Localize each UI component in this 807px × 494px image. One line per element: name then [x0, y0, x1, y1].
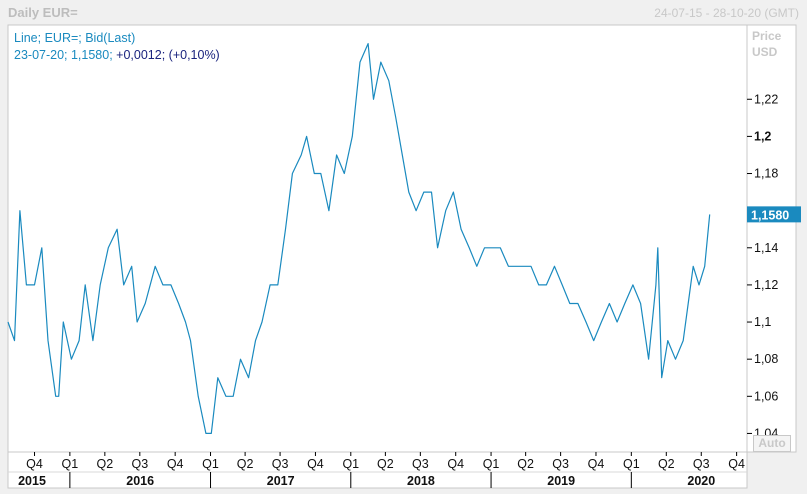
x-quarter-label: Q3 [412, 457, 429, 471]
x-quarter-label: Q2 [517, 457, 534, 471]
x-quarter-label: Q4 [307, 457, 324, 471]
last-value-marker [747, 206, 801, 223]
x-year-label: 2020 [687, 474, 715, 488]
x-quarter-label: Q2 [237, 457, 254, 471]
y-axis-panel [746, 24, 797, 453]
chart-header: Daily EUR= 24-07-15 - 28-10-20 (GMT) [0, 0, 807, 24]
x-quarter-label: Q4 [447, 457, 464, 471]
y-tick-label: 1,1 [754, 315, 771, 329]
x-year-label: 2019 [547, 474, 575, 488]
x-quarter-label: Q3 [693, 457, 710, 471]
x-quarter-label: Q2 [377, 457, 394, 471]
x-quarter-label: Q2 [96, 457, 113, 471]
chart-legend: Line; EUR=; Bid(Last) 23-07-20; 1,1580; … [14, 30, 220, 64]
x-quarter-label: Q1 [342, 457, 359, 471]
x-year-label: 2018 [407, 474, 435, 488]
x-quarter-label: Q3 [131, 457, 148, 471]
y-tick-label: 1,22 [754, 92, 778, 106]
x-year-label: 2015 [18, 474, 46, 488]
y-tick-label: 1,12 [754, 278, 778, 292]
plot-area [7, 24, 748, 453]
legend-change: +0,0012; (+0,10%) [116, 48, 220, 62]
y-axis-currency-label: USD [752, 45, 778, 59]
x-quarter-label: Q1 [202, 457, 219, 471]
price-series-line [7, 42, 711, 434]
x-axis-panel [7, 451, 748, 489]
x-quarter-label: Q4 [26, 457, 43, 471]
y-tick-label: 1,08 [754, 352, 778, 366]
x-year-label: 2017 [267, 474, 295, 488]
auto-scale-button[interactable]: Auto [753, 435, 791, 452]
y-tick-label: 1,2 [754, 129, 771, 143]
x-quarter-label: Q1 [623, 457, 640, 471]
x-quarter-label: Q4 [728, 457, 745, 471]
x-quarter-label: Q2 [658, 457, 675, 471]
y-tick-label: 1,06 [754, 389, 778, 403]
legend-date-price: 23-07-20; 1,1580; [14, 48, 117, 62]
legend-last-value: 23-07-20; 1,1580; +0,0012; (+0,10%) [14, 47, 220, 64]
legend-series-info: Line; EUR=; Bid(Last) [14, 31, 136, 45]
last-value-label: 1,1580 [751, 208, 789, 222]
x-quarter-label: Q4 [588, 457, 605, 471]
y-axis-price-label: Price [752, 29, 782, 43]
y-tick-label: 1,18 [754, 167, 778, 181]
date-range: 24-07-15 - 28-10-20 (GMT) [654, 6, 799, 20]
x-quarter-label: Q3 [272, 457, 289, 471]
y-axis-unit: Price USD [752, 28, 781, 60]
x-year-label: 2016 [126, 474, 154, 488]
y-tick-label: 1,14 [754, 241, 778, 255]
x-quarter-label: Q1 [62, 457, 79, 471]
x-quarter-label: Q4 [167, 457, 184, 471]
x-quarter-label: Q1 [483, 457, 500, 471]
x-quarter-label: Q3 [552, 457, 569, 471]
chart-title: Daily EUR= [8, 5, 78, 20]
